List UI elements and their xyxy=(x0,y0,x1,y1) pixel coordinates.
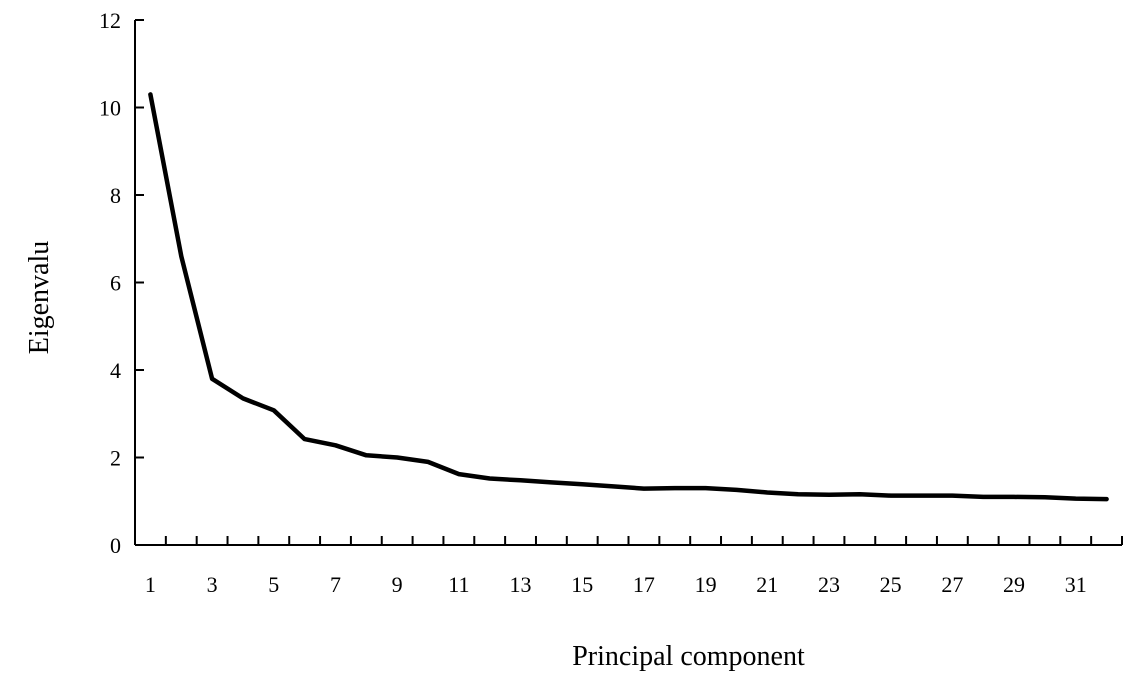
x-tick-label: 5 xyxy=(268,572,279,597)
y-tick-label: 8 xyxy=(110,183,121,208)
x-tick-label: 3 xyxy=(207,572,218,597)
x-tick-label: 15 xyxy=(571,572,593,597)
x-tick-label: 29 xyxy=(1003,572,1025,597)
x-tick-label: 13 xyxy=(510,572,532,597)
y-tick-label: 4 xyxy=(110,358,121,383)
x-tick-label: 31 xyxy=(1065,572,1087,597)
x-tick-label: 11 xyxy=(448,572,469,597)
y-tick-label: 10 xyxy=(99,96,121,121)
x-axis: 1 3 5 7 9 11 13 15 17 19 21 23 25 27 29 31 xyxy=(134,536,1123,597)
y-tick-label: 0 xyxy=(110,533,121,558)
x-axis-title: Principal component xyxy=(572,641,805,672)
x-tick-label: 23 xyxy=(818,572,840,597)
x-tick-label: 25 xyxy=(880,572,902,597)
x-tick-label: 17 xyxy=(633,572,655,597)
y-tick-label: 2 xyxy=(110,446,121,471)
x-tick-label: 7 xyxy=(330,572,341,597)
x-tick-label: 9 xyxy=(392,572,403,597)
x-tick-label: 27 xyxy=(941,572,963,597)
y-tick-label: 6 xyxy=(110,271,121,296)
x-tick-label: 1 xyxy=(145,572,156,597)
y-tick-label: 12 xyxy=(99,8,121,33)
series-line xyxy=(148,92,1109,502)
x-tick-label: 19 xyxy=(695,572,717,597)
x-tick-label: 21 xyxy=(756,572,778,597)
y-axis-title: Eigenvalu xyxy=(24,241,55,355)
y-axis: 0 2 4 6 8 10 12 xyxy=(99,8,144,558)
series-layer xyxy=(148,92,1109,502)
